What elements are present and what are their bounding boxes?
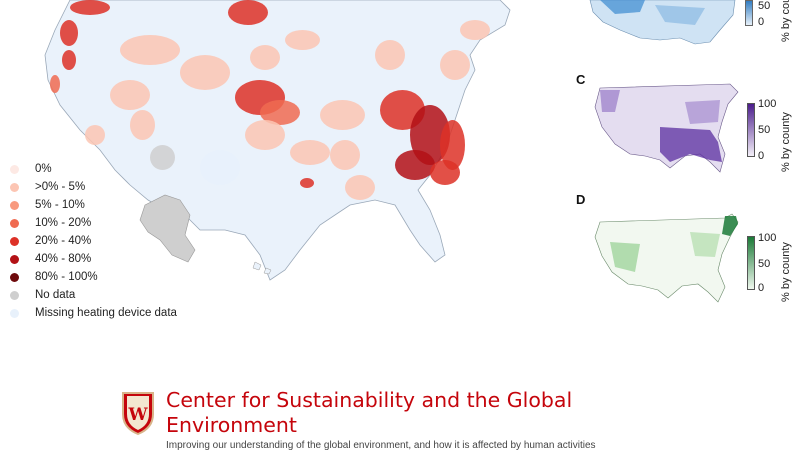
legend-swatch bbox=[10, 254, 19, 264]
org-title: Center for Sustainability and the Global… bbox=[166, 388, 596, 438]
county-shading bbox=[130, 110, 155, 140]
panel-d-shade bbox=[690, 232, 720, 257]
legend-label: 0% bbox=[35, 163, 52, 175]
panel-d-letter: D bbox=[576, 192, 586, 207]
panel-d-tick: 100 bbox=[758, 232, 777, 244]
org-title-line2: Environment bbox=[166, 413, 297, 437]
panel-c-tick: 0 bbox=[758, 150, 765, 162]
panel-c-shade bbox=[660, 127, 722, 162]
panel-d-colorbar-title: % by county bbox=[780, 242, 792, 302]
main-choropleth-map bbox=[44, 0, 511, 281]
legend-label: 20% - 40% bbox=[35, 235, 92, 247]
legend-label: 80% - 100% bbox=[35, 271, 98, 283]
panel-d-colorbar bbox=[747, 236, 755, 290]
alaska-shape bbox=[139, 194, 196, 263]
legend-label: No data bbox=[35, 289, 76, 301]
county-shading bbox=[345, 175, 375, 200]
legend-swatch bbox=[10, 200, 19, 210]
map-legend: 0% >0% - 5% 5% - 10% 10% - 20% 20% - 40% 40% … bbox=[8, 160, 238, 322]
county-shading bbox=[460, 20, 490, 40]
county-shading bbox=[375, 40, 405, 70]
panel-c-tick: 100 bbox=[758, 98, 777, 110]
county-shading bbox=[150, 145, 175, 170]
panel-c-shade bbox=[600, 90, 620, 112]
panel-c-colorbar bbox=[747, 103, 755, 157]
county-shading bbox=[260, 100, 300, 125]
legend-item: Missing heating device data bbox=[8, 304, 238, 322]
panel-b-map bbox=[589, 0, 736, 45]
panel-b-tick: 50 bbox=[758, 0, 771, 12]
legend-label: Missing heating device data bbox=[35, 307, 177, 319]
panel-b-shade bbox=[600, 0, 645, 14]
panel-b-colorbar bbox=[745, 0, 753, 26]
county-shading bbox=[62, 50, 76, 70]
county-shading bbox=[180, 55, 230, 90]
panel-c-shade bbox=[685, 100, 720, 124]
panel-d-map bbox=[594, 213, 739, 303]
county-shading bbox=[110, 80, 150, 110]
county-shading bbox=[85, 125, 105, 145]
legend-swatch bbox=[10, 164, 19, 174]
county-shading bbox=[245, 120, 285, 150]
county-shading bbox=[250, 45, 280, 70]
legend-swatch bbox=[10, 218, 19, 228]
county-shading bbox=[200, 150, 240, 185]
legend-swatch bbox=[10, 236, 19, 246]
panel-b-shade bbox=[655, 5, 705, 25]
uw-crest-icon: W bbox=[122, 392, 154, 436]
panel-c-letter: C bbox=[576, 72, 586, 87]
org-footer: W Center for Sustainability and the Glob… bbox=[120, 388, 760, 451]
county-shading bbox=[440, 120, 465, 170]
panel-d-tick: 50 bbox=[758, 258, 771, 270]
hawaii-shape bbox=[252, 261, 272, 275]
legend-label: 40% - 80% bbox=[35, 253, 92, 265]
county-shading bbox=[430, 160, 460, 185]
legend-item: 80% - 100% bbox=[8, 268, 238, 286]
county-shading bbox=[395, 150, 435, 180]
panel-d-shade bbox=[610, 242, 640, 272]
legend-swatch bbox=[10, 182, 19, 192]
legend-item: 20% - 40% bbox=[8, 232, 238, 250]
legend-swatch bbox=[10, 290, 19, 300]
county-shading bbox=[120, 35, 180, 65]
org-title-line1: Center for Sustainability and the Global bbox=[166, 388, 573, 412]
legend-item: No data bbox=[8, 286, 238, 304]
county-shading bbox=[320, 100, 365, 130]
county-shading bbox=[285, 30, 320, 50]
county-shading bbox=[410, 105, 450, 165]
legend-item: 5% - 10% bbox=[8, 196, 238, 214]
legend-item: 0% bbox=[8, 160, 238, 178]
panel-d-tick: 0 bbox=[758, 282, 765, 294]
county-shading bbox=[290, 140, 330, 165]
panel-b-colorbar-title: % by county bbox=[780, 0, 792, 42]
legend-label: 10% - 20% bbox=[35, 217, 92, 229]
panel-c-map bbox=[594, 83, 739, 173]
county-shading bbox=[60, 20, 78, 46]
county-shading bbox=[228, 0, 268, 25]
panel-b-tick: 0 bbox=[758, 16, 765, 28]
county-shading bbox=[70, 0, 110, 15]
county-shading bbox=[300, 178, 314, 188]
legend-item: 40% - 80% bbox=[8, 250, 238, 268]
legend-label: 5% - 10% bbox=[35, 199, 85, 211]
panel-d-shade bbox=[722, 216, 738, 236]
legend-swatch bbox=[10, 272, 19, 282]
legend-item: >0% - 5% bbox=[8, 178, 238, 196]
panel-c-tick: 50 bbox=[758, 124, 771, 136]
legend-swatch bbox=[10, 308, 19, 318]
county-shading bbox=[330, 140, 360, 170]
county-shading bbox=[50, 75, 60, 93]
county-shading bbox=[440, 50, 470, 80]
legend-item: 10% - 20% bbox=[8, 214, 238, 232]
svg-text:W: W bbox=[127, 405, 148, 425]
legend-label: >0% - 5% bbox=[35, 181, 86, 193]
panel-c-colorbar-title: % by county bbox=[780, 112, 792, 172]
org-tagline: Improving our understanding of the globa… bbox=[166, 440, 596, 451]
